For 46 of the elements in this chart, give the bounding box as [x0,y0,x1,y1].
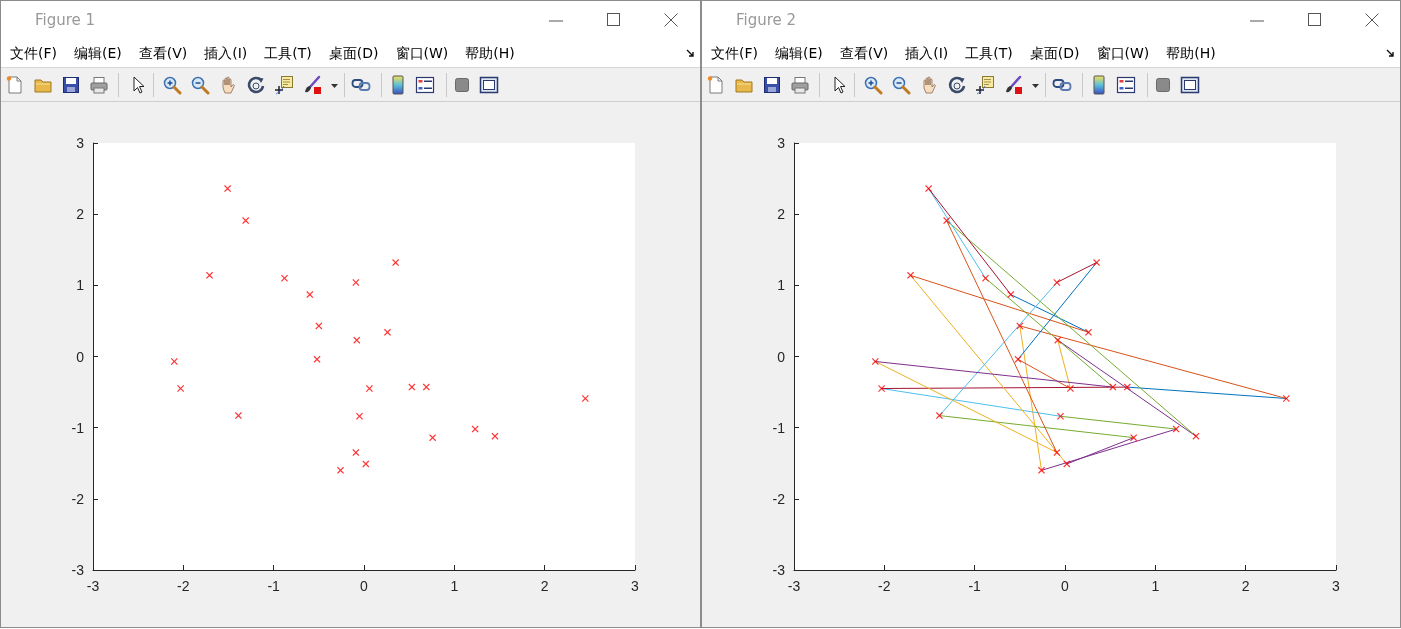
x-tick-label: -2 [177,578,190,594]
x-tick-label: 1 [1151,578,1160,594]
y-tick-label: 2 [777,206,786,223]
y-tick-label: 0 [76,348,85,365]
y-tick-label: -2 [71,490,85,507]
y-tick-label: 3 [76,135,85,151]
text: 查看(V) [839,45,889,63]
x-tick-label: -1 [968,578,982,594]
x-tick-label: 2 [540,578,549,594]
text: 插入(I) [905,45,949,63]
y-tick-label: -3 [772,562,786,578]
y-tick-label: 0 [777,348,786,365]
text: 插入(I) [204,45,248,63]
x-tick-label: 0 [1061,578,1070,594]
y-tick-label: 1 [76,277,85,294]
text: 编辑(E) [774,45,823,63]
x-tick-label: -2 [878,578,891,594]
x-tick-label: 3 [1332,578,1341,594]
y-tick-label: 1 [777,277,786,294]
x-tick-label: 2 [1241,578,1250,594]
text: 查看(V) [138,45,188,63]
text: 帮助(H) [1166,45,1216,63]
text: 文件(F) [10,45,57,63]
x-tick-label: 3 [631,578,640,594]
x-tick-label: 1 [450,578,459,594]
y-tick-label: 3 [777,135,786,151]
text: 窗口(W) [1096,45,1150,63]
text: 桌面(D) [328,45,379,63]
text: 工具(T) [965,45,1013,63]
text: 文件(F) [711,45,758,63]
x-tick-label: -1 [267,578,281,594]
text: 帮助(H) [465,45,515,63]
y-tick-label: 2 [76,206,85,223]
x-tick-label: 0 [360,578,369,594]
text: 工具(T) [264,45,312,63]
y-tick-label: -2 [772,490,786,507]
text: 窗口(W) [395,45,449,63]
chart-title: Figure 1 [35,11,96,29]
text: 编辑(E) [73,45,122,63]
y-tick-label: -3 [71,562,85,578]
chart-title: Figure 2 [736,11,797,29]
x-tick-label: -3 [787,578,801,594]
text: 桌面(D) [1029,45,1080,63]
y-tick-label: -1 [772,419,786,436]
y-tick-label: -1 [71,419,85,436]
x-tick-label: -3 [86,578,100,594]
